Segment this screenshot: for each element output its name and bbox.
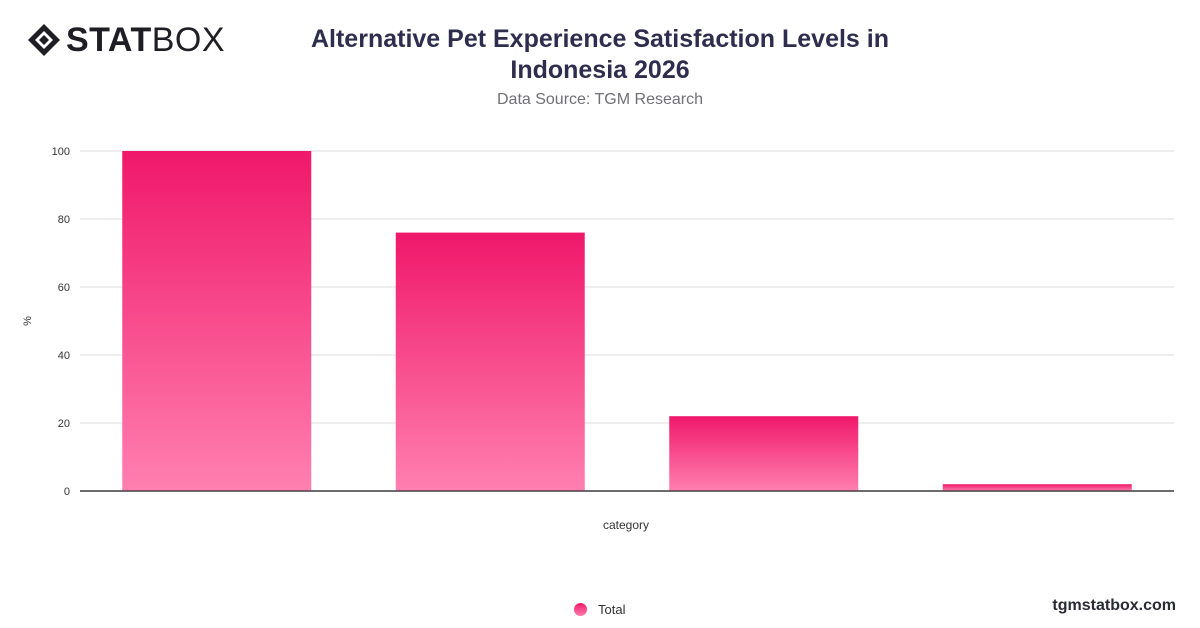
bar (395, 232, 585, 491)
y-axis-label: % (22, 316, 34, 326)
legend-swatch (574, 603, 587, 616)
logo-wordmark: STATBOX (66, 22, 225, 58)
bar (942, 484, 1132, 491)
site-url[interactable]: tgmstatbox.com (1052, 597, 1176, 614)
brand-logo: STATBOX (26, 22, 225, 58)
bar (669, 416, 859, 491)
x-axis-label: category (603, 518, 649, 532)
chart-subtitle: Data Source: TGM Research (496, 91, 703, 108)
y-tick-label: 40 (58, 350, 70, 362)
y-tick-label: 100 (52, 146, 70, 158)
y-tick-label: 80 (58, 214, 70, 226)
y-tick-label: 0 (64, 486, 70, 498)
y-tick-label: 20 (58, 418, 70, 430)
statbox-diamond-icon (28, 24, 60, 56)
y-tick-label: 60 (58, 282, 70, 294)
legend-label: Total (598, 602, 626, 617)
logo-light-text: BOX (151, 21, 226, 59)
chart-title: Alternative Pet Experience Satisfaction … (310, 25, 889, 84)
bar (122, 151, 312, 491)
logo-bold-text: STAT (66, 21, 152, 59)
legend[interactable]: Total (574, 602, 625, 617)
